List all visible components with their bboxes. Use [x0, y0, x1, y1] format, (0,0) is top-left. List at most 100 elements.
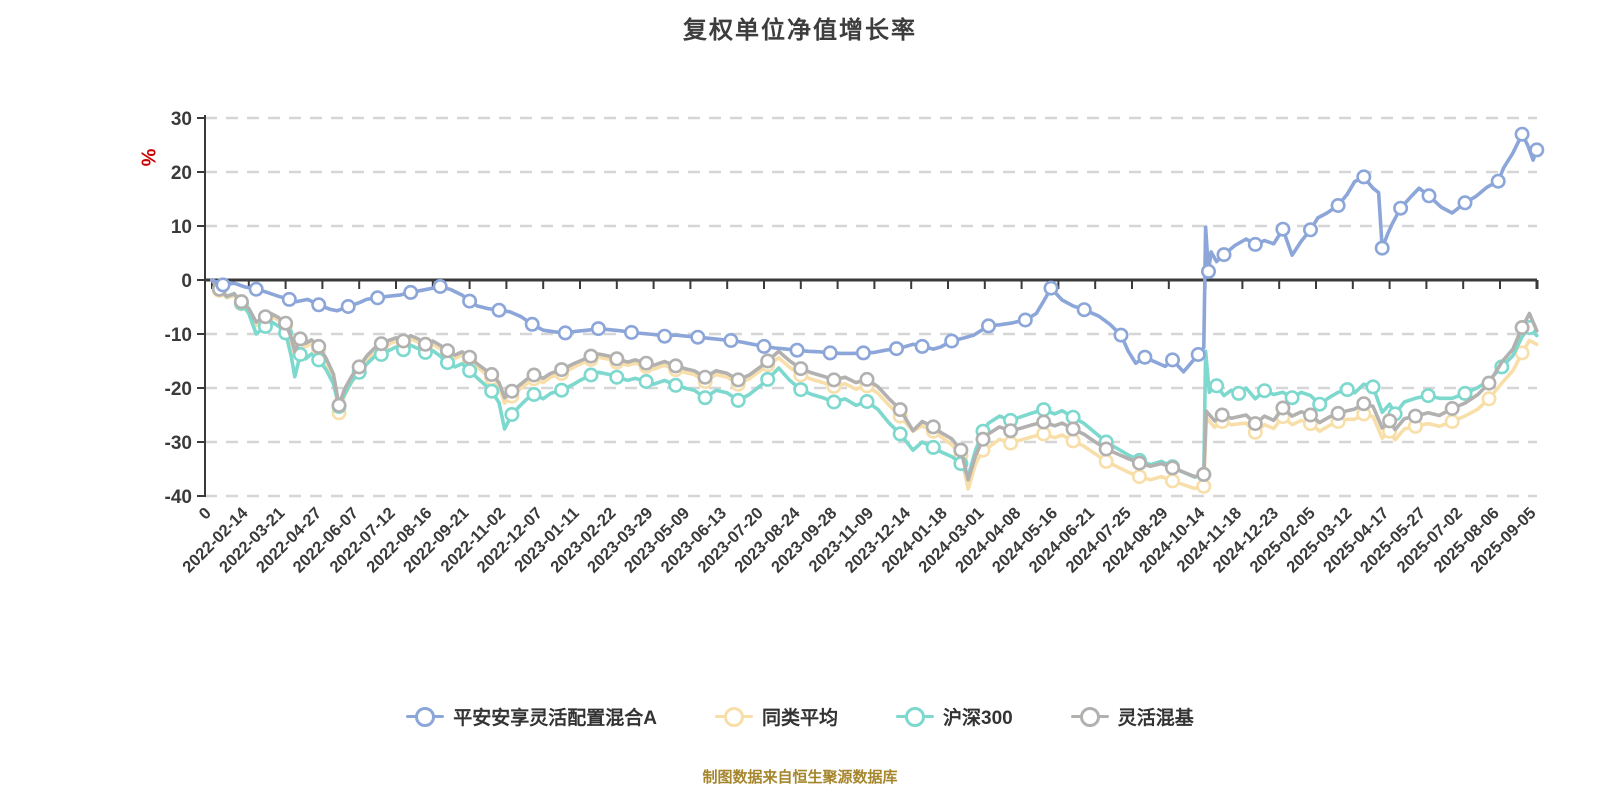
series-marker-2 [760, 371, 776, 387]
series-marker-3 [504, 383, 520, 399]
series-marker-0 [403, 284, 419, 300]
series-marker-3 [760, 353, 776, 369]
series-marker-3 [638, 355, 654, 371]
series-marker-0 [1165, 352, 1181, 368]
series-marker-2 [826, 394, 842, 410]
series-marker-0 [690, 329, 706, 345]
series-marker-0 [1201, 263, 1217, 279]
series-marker-1 [1036, 426, 1052, 442]
series-marker-3 [1065, 421, 1081, 437]
series-marker-1 [1131, 469, 1147, 485]
series-marker-3 [1303, 407, 1319, 423]
series-marker-3 [1444, 400, 1460, 416]
series-marker-3 [1214, 407, 1230, 423]
legend-item-2[interactable]: 沪深300 [896, 703, 1013, 730]
series-marker-2 [730, 392, 746, 408]
series-marker-1 [1196, 478, 1212, 494]
series-marker-3 [278, 315, 294, 331]
series-marker-0 [822, 345, 838, 361]
series-marker-0 [1529, 142, 1545, 158]
series-marker-3 [1003, 423, 1019, 439]
y-axis-label: 0 [181, 271, 192, 292]
x-axis-label: 0 [196, 504, 215, 523]
series-line-0 [210, 132, 1539, 374]
series-marker-0 [1137, 349, 1153, 365]
series-marker-2 [668, 377, 684, 393]
legend-item-0[interactable]: 平安安享灵活配置混合A [406, 703, 657, 730]
series-marker-0 [281, 291, 297, 307]
legend-label: 同类平均 [762, 708, 839, 729]
series-marker-2 [439, 355, 455, 371]
series-marker-1 [1098, 453, 1114, 469]
series-marker-3 [793, 361, 809, 377]
y-axis-label: -30 [165, 433, 192, 454]
series-marker-0 [1190, 346, 1206, 362]
series-marker-3 [331, 397, 347, 413]
legend-marker-icon [896, 706, 935, 728]
series-marker-2 [925, 439, 941, 455]
series-marker-3 [609, 351, 625, 367]
series-marker-2 [462, 363, 478, 379]
series-marker-3 [1514, 319, 1530, 335]
series-marker-3 [462, 349, 478, 365]
series-marker-3 [233, 294, 249, 310]
series-marker-2 [1365, 379, 1381, 395]
series-marker-3 [859, 371, 875, 387]
series-marker-2 [1312, 396, 1328, 412]
series-marker-0 [462, 293, 478, 309]
series-marker-3 [395, 333, 411, 349]
series-marker-2 [526, 386, 542, 402]
series-marker-0 [1421, 188, 1437, 204]
series-marker-3 [697, 369, 713, 385]
series-marker-2 [484, 383, 500, 399]
series-marker-0 [944, 333, 960, 349]
series-marker-0 [248, 281, 264, 297]
series-marker-2 [609, 369, 625, 385]
series-marker-3 [1036, 414, 1052, 430]
series-marker-3 [1275, 400, 1291, 416]
legend-label: 灵活混基 [1117, 708, 1194, 729]
series-marker-0 [311, 297, 327, 313]
series-marker-0 [1113, 327, 1129, 343]
series-marker-0 [1490, 173, 1506, 189]
series-marker-1 [1065, 433, 1081, 449]
series-marker-2 [1231, 385, 1247, 401]
series-marker-3 [583, 348, 599, 364]
series-marker-2 [1420, 388, 1436, 404]
series-marker-0 [557, 325, 573, 341]
series-marker-3 [925, 419, 941, 435]
series-marker-2 [859, 393, 875, 409]
series-marker-0 [914, 338, 930, 354]
series-marker-0 [1247, 236, 1263, 252]
legend-label: 平安安享灵活配置混合A [453, 708, 657, 729]
series-marker-0 [1017, 312, 1033, 328]
legend-item-3[interactable]: 灵活混基 [1070, 703, 1194, 730]
series-marker-3 [484, 366, 500, 382]
y-axis-label: -10 [165, 325, 192, 346]
y-axis-label: -40 [165, 487, 192, 508]
series-marker-3 [351, 359, 367, 375]
legend-item-1[interactable]: 同类平均 [715, 703, 838, 730]
legend: 平安安享灵活配置混合A 同类平均 沪深300 灵活混基 [0, 703, 1600, 730]
series-marker-0 [888, 341, 904, 357]
series-marker-3 [1407, 408, 1423, 424]
series-marker-2 [697, 390, 713, 406]
legend-marker-icon [715, 706, 753, 728]
series-marker-2 [1284, 390, 1300, 406]
series-marker-3 [1098, 441, 1114, 457]
series-marker-2 [1339, 382, 1355, 398]
series-marker-0 [1393, 200, 1409, 216]
series-marker-0 [370, 290, 386, 306]
series-marker-2 [892, 426, 908, 442]
series-marker-0 [1275, 221, 1291, 237]
series-marker-3 [1165, 460, 1181, 476]
series-marker-2 [583, 367, 599, 383]
series-marker-3 [1131, 455, 1147, 471]
series-marker-0 [623, 324, 639, 340]
legend-marker-icon [406, 706, 445, 728]
series-marker-0 [1514, 126, 1530, 142]
series-marker-3 [417, 336, 433, 352]
series-marker-2 [1257, 383, 1273, 399]
